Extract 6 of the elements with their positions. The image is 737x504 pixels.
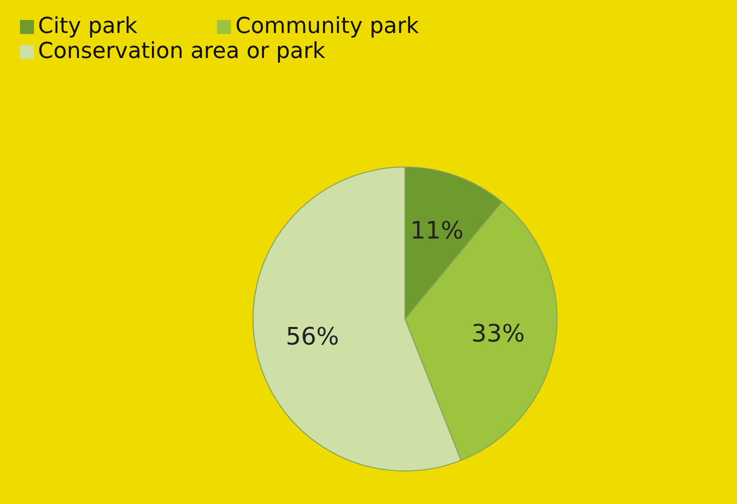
legend-label: Community park: [235, 14, 419, 39]
data-label: 11%: [410, 216, 464, 244]
data-label: 33%: [471, 320, 525, 348]
data-label: 56%: [286, 322, 340, 351]
legend-label: City park: [38, 14, 138, 39]
legend-label: Conservation area or park: [38, 39, 326, 64]
